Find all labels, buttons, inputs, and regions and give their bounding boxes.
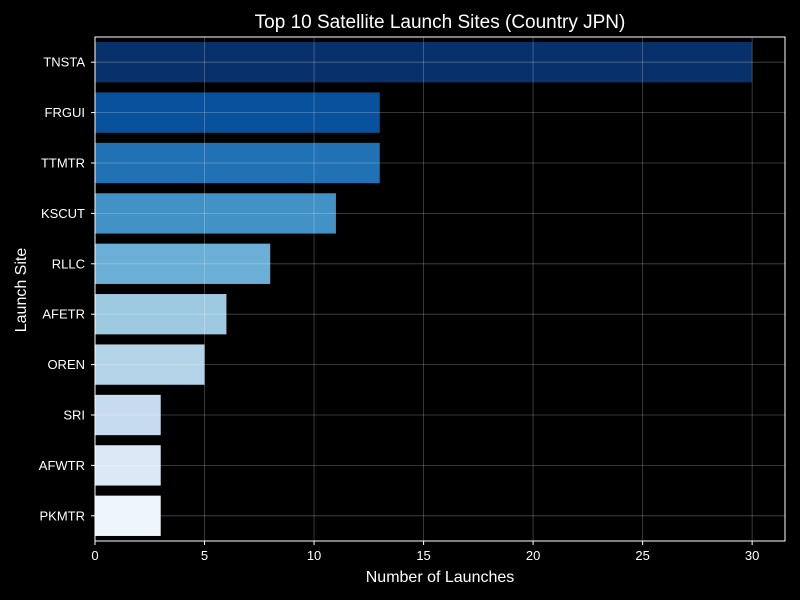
chart-title: Top 10 Satellite Launch Sites (Country J… <box>255 12 626 33</box>
y-axis-label: Launch Site <box>13 248 30 333</box>
y-tick-label-kscut: KSCUT <box>41 206 85 221</box>
bar-oren <box>95 344 205 385</box>
x-tick-label: 25 <box>635 548 649 563</box>
bar-pkmtr <box>95 495 161 536</box>
bar-frgui <box>95 92 380 133</box>
y-tick-label-oren: OREN <box>47 357 85 372</box>
x-tick-label: 10 <box>307 548 321 563</box>
x-tick-label: 0 <box>91 548 98 563</box>
bar-ttmtr <box>95 142 380 184</box>
y-tick-label-sri: SRI <box>63 408 85 423</box>
bar-kscut <box>95 193 336 234</box>
grid <box>94 37 785 541</box>
x-tick-label: 30 <box>745 548 759 563</box>
y-tick-label-ttmtr: TTMTR <box>41 156 85 171</box>
y-tick-label-pkmtr: PKMTR <box>40 508 86 523</box>
x-tick-label: 15 <box>416 548 430 563</box>
bar-afetr <box>95 294 227 335</box>
axes: 0 5 10 15 20 25 30 TNSTA FRGUI TTMTR KSCUT RLLC AFET… <box>39 36 786 563</box>
y-tick-label-rllc: RLLC <box>52 256 85 271</box>
y-tick-label-frgui: FRGUI <box>45 105 85 120</box>
bar-rllc <box>95 243 271 284</box>
x-tick-label: 5 <box>201 548 208 563</box>
bar-sri <box>95 394 161 436</box>
bar-tnsta <box>95 42 753 83</box>
y-tick-label-afetr: AFETR <box>42 307 85 322</box>
plot-frame <box>94 36 786 542</box>
y-tick-label-tnsta: TNSTA <box>43 55 85 70</box>
x-tick-label: 20 <box>526 548 540 563</box>
bars <box>95 42 753 536</box>
y-tick-label-afwtr: AFWTR <box>39 458 85 473</box>
bar-afwtr <box>95 445 161 486</box>
x-axis-label: Number of Launches <box>366 569 515 586</box>
